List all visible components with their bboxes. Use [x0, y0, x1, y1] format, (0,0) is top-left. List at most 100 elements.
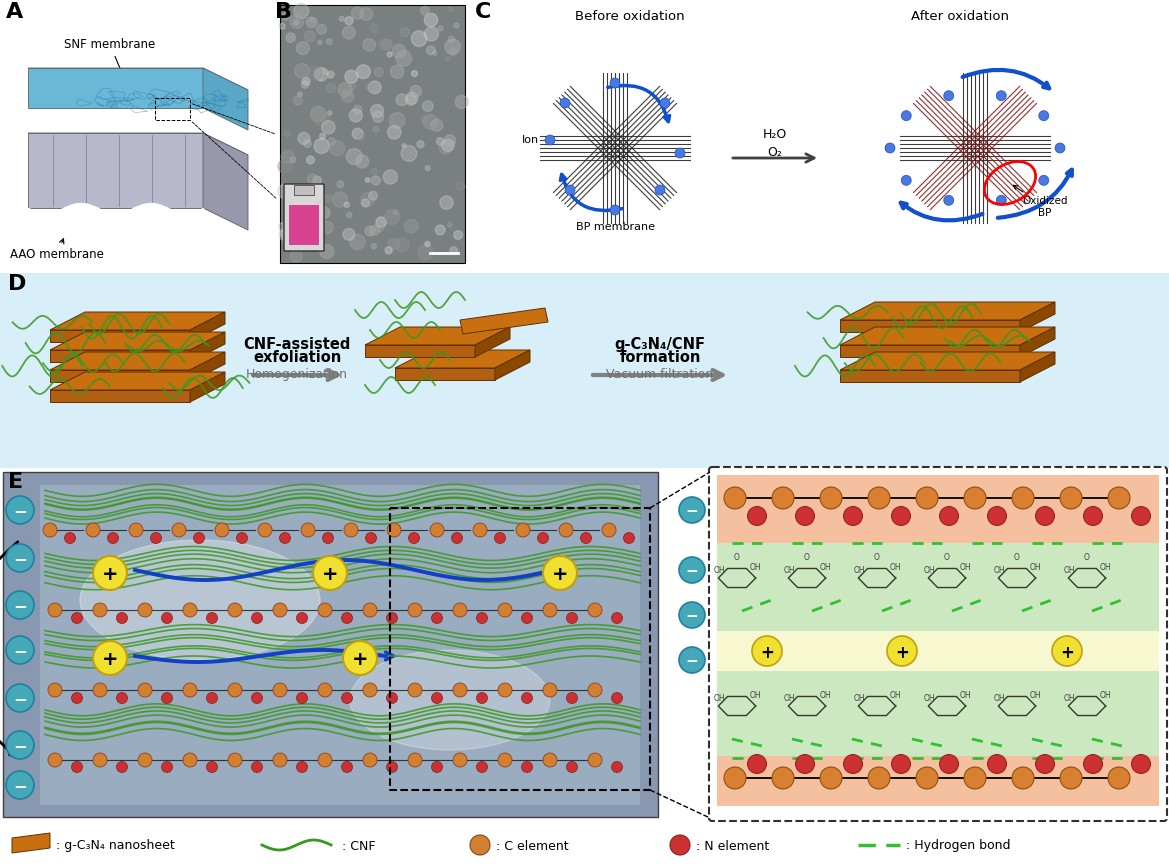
Circle shape [892, 507, 911, 525]
Circle shape [350, 109, 362, 122]
Polygon shape [1021, 302, 1054, 332]
Text: OH: OH [1063, 566, 1074, 575]
Circle shape [207, 613, 217, 623]
Text: −: − [13, 738, 27, 755]
Text: OH: OH [783, 694, 795, 703]
Circle shape [431, 693, 443, 703]
Circle shape [521, 761, 533, 773]
Polygon shape [28, 133, 203, 208]
Circle shape [372, 168, 378, 174]
Text: OH: OH [713, 566, 725, 575]
Circle shape [343, 641, 376, 675]
Circle shape [6, 731, 34, 759]
Text: : g-C₃N₄ nanosheet: : g-C₃N₄ nanosheet [56, 839, 174, 852]
Text: OH: OH [994, 566, 1005, 575]
Circle shape [1012, 487, 1035, 509]
Circle shape [151, 532, 161, 543]
Circle shape [1084, 507, 1102, 525]
Circle shape [389, 113, 404, 128]
Circle shape [417, 245, 434, 260]
Polygon shape [28, 133, 248, 155]
Circle shape [679, 602, 705, 628]
Circle shape [313, 176, 321, 185]
Circle shape [477, 761, 487, 773]
Circle shape [326, 38, 332, 44]
Circle shape [448, 7, 454, 11]
Circle shape [371, 104, 383, 117]
Text: OH: OH [890, 691, 901, 700]
Text: H₂O: H₂O [763, 128, 787, 141]
Circle shape [395, 238, 409, 252]
Circle shape [521, 613, 533, 623]
Circle shape [362, 38, 375, 51]
Text: OH: OH [960, 563, 970, 572]
Polygon shape [203, 133, 248, 230]
Circle shape [161, 613, 173, 623]
Text: −: − [686, 564, 698, 579]
Circle shape [6, 771, 34, 799]
Circle shape [943, 90, 954, 101]
Circle shape [610, 205, 620, 215]
Polygon shape [841, 320, 1021, 332]
Text: Vacuum filtration: Vacuum filtration [607, 368, 713, 381]
Circle shape [228, 683, 242, 697]
Circle shape [581, 532, 592, 543]
Circle shape [296, 42, 310, 55]
Circle shape [588, 603, 602, 617]
Text: OH: OH [924, 566, 935, 575]
Circle shape [387, 126, 401, 139]
Circle shape [172, 523, 186, 537]
Circle shape [376, 217, 387, 227]
FancyBboxPatch shape [717, 543, 1158, 631]
Circle shape [401, 146, 417, 161]
Text: −: − [13, 642, 27, 661]
Circle shape [368, 81, 381, 94]
Circle shape [421, 116, 428, 123]
Circle shape [887, 636, 916, 666]
Circle shape [772, 487, 794, 509]
Circle shape [358, 134, 365, 141]
Text: g-C₃N₄/CNF: g-C₃N₄/CNF [615, 337, 706, 352]
Circle shape [321, 121, 336, 134]
Text: Homogenization: Homogenization [245, 368, 348, 381]
Circle shape [293, 96, 303, 105]
Circle shape [43, 523, 57, 537]
Text: +: + [102, 650, 118, 669]
Circle shape [341, 761, 353, 773]
Circle shape [679, 557, 705, 583]
Circle shape [6, 684, 34, 712]
Circle shape [194, 532, 205, 543]
Circle shape [228, 753, 242, 767]
Circle shape [314, 111, 328, 126]
Circle shape [454, 23, 459, 28]
Circle shape [330, 141, 345, 155]
Circle shape [138, 603, 152, 617]
Circle shape [445, 39, 461, 55]
Circle shape [279, 532, 291, 543]
Circle shape [368, 191, 378, 201]
Circle shape [430, 523, 444, 537]
Circle shape [319, 207, 330, 219]
Circle shape [1012, 767, 1035, 789]
Circle shape [477, 613, 487, 623]
FancyBboxPatch shape [717, 631, 1158, 671]
Circle shape [747, 507, 767, 525]
Circle shape [161, 693, 173, 703]
Circle shape [374, 222, 383, 232]
Circle shape [424, 13, 437, 27]
Circle shape [660, 98, 670, 108]
Circle shape [300, 523, 314, 537]
Circle shape [454, 753, 466, 767]
Circle shape [251, 693, 263, 703]
Circle shape [306, 156, 314, 164]
Circle shape [327, 111, 332, 115]
Circle shape [427, 46, 435, 55]
Circle shape [290, 15, 304, 29]
Circle shape [371, 244, 376, 249]
Circle shape [819, 767, 842, 789]
Circle shape [344, 523, 358, 537]
Circle shape [421, 6, 429, 15]
Circle shape [71, 613, 83, 623]
Circle shape [350, 234, 365, 249]
Circle shape [943, 195, 954, 206]
